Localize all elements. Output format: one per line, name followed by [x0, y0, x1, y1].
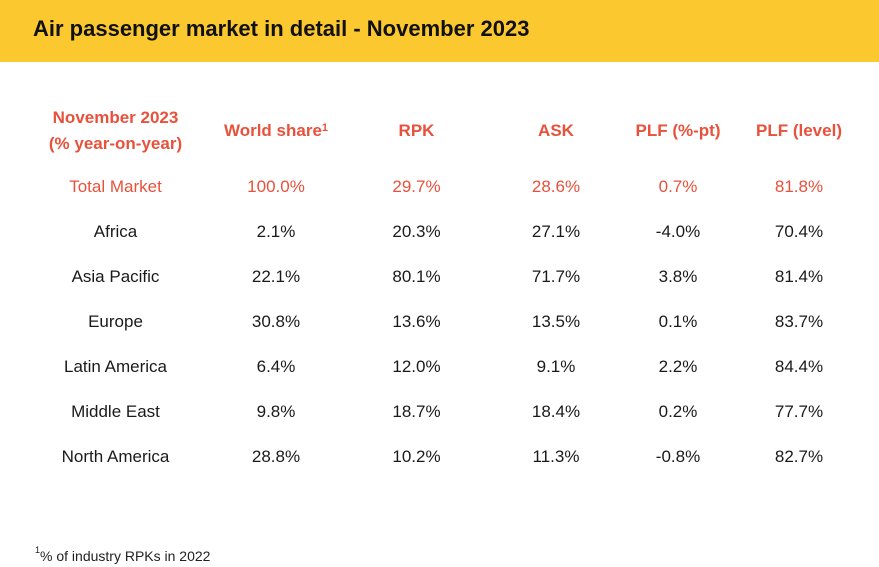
cell-plf-level: 81.4% — [774, 266, 824, 286]
page-title: Air passenger market in detail - Novembe… — [33, 16, 530, 41]
cell-plf-pt: -4.0% — [655, 221, 701, 241]
cell-region: Latin America — [64, 356, 167, 376]
cell-rpk: 13.6% — [392, 311, 441, 331]
cell-rpk: 80.1% — [392, 266, 441, 286]
cell-plf-level: 82.7% — [774, 446, 824, 466]
cell-region: Middle East — [71, 401, 160, 421]
cell-world-share: 22.1% — [251, 266, 301, 286]
footnote-text: % of industry RPKs in 2022 — [40, 548, 211, 564]
table-row: Latin America 6.4% 12.0% 9.1% 2.2% 84.4% — [20, 344, 862, 389]
cell-plf-pt: 0.1% — [658, 311, 698, 331]
header-region: November 2023 (% year-on-year) — [20, 98, 211, 164]
cell-plf-pt: -0.8% — [655, 446, 701, 466]
header-ask: ASK — [538, 121, 574, 140]
cell-rpk: 10.2% — [392, 446, 441, 466]
cell-plf-pt: 0.2% — [658, 401, 698, 421]
header-world-share: World share1 — [211, 98, 341, 164]
cell-ask: 9.1% — [536, 356, 576, 376]
table-row: Asia Pacific 22.1% 80.1% 71.7% 3.8% 81.4… — [20, 254, 862, 299]
cell-ask: 18.4% — [531, 401, 581, 421]
cell-ask: 27.1% — [531, 221, 581, 241]
table-row: Europe 30.8% 13.6% 13.5% 0.1% 83.7% — [20, 299, 862, 344]
header-plf-level: PLF (level) — [756, 121, 842, 140]
cell-plf-level: 84.4% — [774, 356, 824, 376]
header-world-share-label: World share — [223, 121, 322, 140]
cell-region: Africa — [93, 221, 138, 241]
cell-plf-level: 70.4% — [774, 221, 824, 241]
table-row-total-market: Total Market 100.0% 29.7% 28.6% 0.7% 81.… — [20, 164, 862, 209]
table-row: Africa 2.1% 20.3% 27.1% -4.0% 70.4% — [20, 209, 862, 254]
header-world-share-footnote-marker: 1 — [321, 122, 329, 134]
header-rpk: RPK — [398, 121, 435, 140]
header-region-line1: November 2023 — [52, 108, 179, 127]
header-plf-pt: PLF (%-pt) — [635, 121, 721, 140]
cell-rpk: 12.0% — [392, 356, 441, 376]
cell-plf-level: 81.8% — [774, 176, 824, 196]
cell-region: Total Market — [69, 176, 162, 196]
table-row: North America 28.8% 10.2% 11.3% -0.8% 82… — [20, 434, 862, 479]
cell-world-share: 6.4% — [256, 356, 296, 376]
cell-world-share: 9.8% — [256, 401, 296, 421]
footnote: 1% of industry RPKs in 2022 — [35, 545, 211, 564]
cell-ask: 71.7% — [531, 266, 581, 286]
air-passenger-table: November 2023 (% year-on-year) World sha… — [20, 98, 862, 479]
title-bar: Air passenger market in detail - Novembe… — [0, 0, 879, 62]
cell-world-share: 2.1% — [256, 221, 296, 241]
cell-plf-level: 77.7% — [774, 401, 824, 421]
cell-ask: 28.6% — [531, 176, 581, 196]
cell-world-share: 100.0% — [247, 176, 305, 196]
cell-ask: 13.5% — [531, 311, 581, 331]
cell-region: North America — [61, 446, 170, 466]
footnote-marker: 1 — [35, 545, 41, 555]
cell-rpk: 20.3% — [392, 221, 441, 241]
cell-rpk: 18.7% — [392, 401, 441, 421]
table-row: Middle East 9.8% 18.7% 18.4% 0.2% 77.7% — [20, 389, 862, 434]
header-region-line2: (% year-on-year) — [48, 134, 183, 153]
cell-world-share: 30.8% — [251, 311, 301, 331]
cell-rpk: 29.7% — [392, 176, 441, 196]
cell-plf-pt: 0.7% — [658, 176, 698, 196]
cell-plf-level: 83.7% — [774, 311, 824, 331]
cell-region: Asia Pacific — [71, 266, 160, 286]
cell-region: Europe — [88, 311, 143, 331]
cell-plf-pt: 3.8% — [658, 266, 698, 286]
cell-ask: 11.3% — [532, 446, 580, 466]
cell-world-share: 28.8% — [251, 446, 301, 466]
cell-plf-pt: 2.2% — [658, 356, 698, 376]
table-header-row: November 2023 (% year-on-year) World sha… — [20, 98, 862, 164]
